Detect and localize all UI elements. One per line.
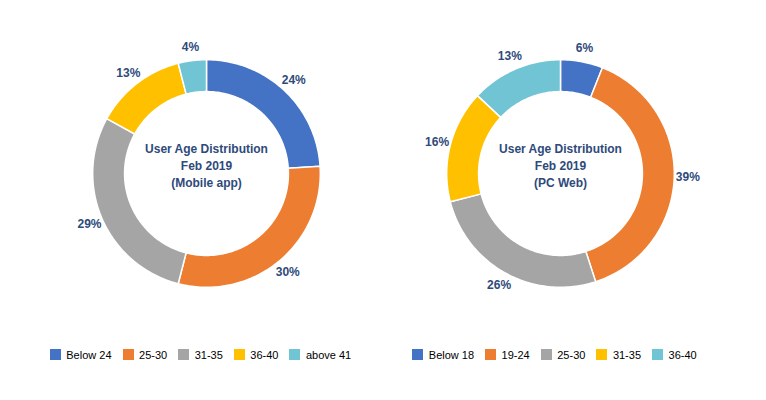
svg-text:30%: 30% (276, 265, 300, 279)
html-text:36-40: 36-40 (668, 348, 697, 361)
svg-text:13%: 13% (116, 66, 140, 80)
svg-text:13%: 13% (498, 49, 522, 63)
html-text:31-35: 31-35 (612, 348, 641, 361)
svg-text:6%: 6% (576, 41, 594, 55)
svg-text:User Age DistributionFeb 2019(: User Age DistributionFeb 2019(Mobile app… (145, 142, 268, 190)
html-text:Below 24: Below 24 (66, 348, 112, 361)
html-text:31-35: 31-35 (194, 348, 223, 361)
svg-text:User Age DistributionFeb 2019(: User Age DistributionFeb 2019(PC Web) (499, 142, 622, 190)
html-text:25-30: 25-30 (557, 348, 586, 361)
svg-text:16%: 16% (425, 135, 449, 149)
html-text:25-30: 25-30 (139, 348, 168, 361)
svg-text:24%: 24% (282, 73, 306, 87)
html-text:19-24: 19-24 (501, 348, 530, 361)
svg-text:29%: 29% (78, 217, 102, 231)
html-text:Below 18: Below 18 (428, 348, 475, 361)
svg-text:4%: 4% (182, 40, 200, 54)
svg-text:26%: 26% (487, 278, 511, 292)
html-text:above 41: above 41 (306, 348, 352, 361)
html-text:36-40: 36-40 (250, 348, 279, 361)
svg-text:39%: 39% (676, 170, 700, 184)
